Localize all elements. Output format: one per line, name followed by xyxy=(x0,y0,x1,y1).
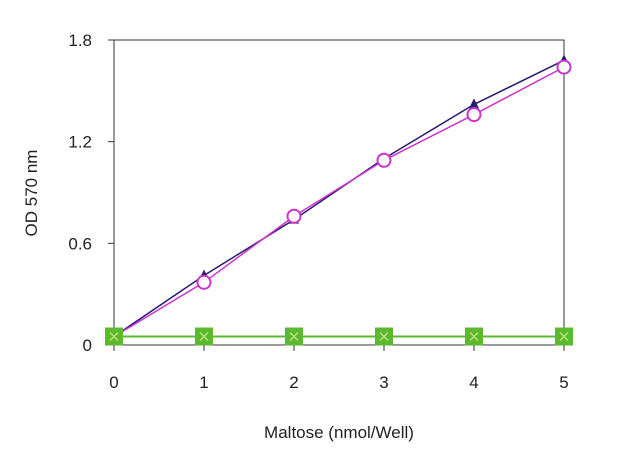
x-marker xyxy=(289,331,299,342)
circle-marker xyxy=(196,274,212,290)
triangle-marker xyxy=(469,98,479,109)
x-tick-label: 4 xyxy=(469,373,478,392)
x-marker xyxy=(469,331,479,342)
x-tick-label: 5 xyxy=(559,373,568,392)
square-series xyxy=(105,327,573,346)
x-tick-label: 2 xyxy=(289,373,298,392)
circle-marker xyxy=(466,107,482,123)
y-tick-label: 1.2 xyxy=(68,133,92,152)
circle-series xyxy=(106,59,572,345)
circle-series-line xyxy=(113,66,565,338)
y-tick-label: 0.6 xyxy=(68,234,92,253)
x-marker xyxy=(109,331,119,342)
y-tick-label: 1.8 xyxy=(68,31,92,50)
x-axis-label: Maltose (nmol/Well) xyxy=(264,423,414,442)
circle-marker xyxy=(556,59,572,75)
x-marker xyxy=(379,331,389,342)
circle-marker xyxy=(286,208,302,224)
x-marker xyxy=(559,331,569,342)
x-tick-label: 3 xyxy=(379,373,388,392)
circle-marker xyxy=(376,152,392,168)
x-marker xyxy=(199,331,209,342)
plot-frame xyxy=(113,39,565,346)
y-tick-label: 0 xyxy=(83,336,92,355)
x-tick-label: 1 xyxy=(199,373,208,392)
x-tick-label: 0 xyxy=(109,373,118,392)
y-axis-label: OD 570 nm xyxy=(22,150,41,237)
